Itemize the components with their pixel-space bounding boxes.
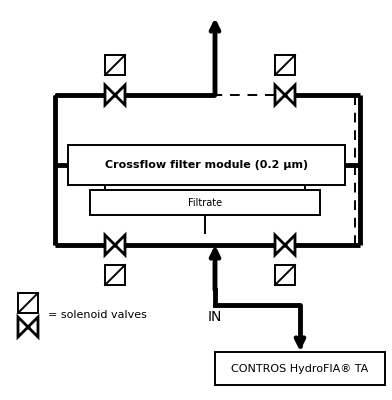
Polygon shape bbox=[275, 235, 285, 255]
Bar bbox=[18, 293, 38, 313]
Text: IN: IN bbox=[208, 310, 222, 324]
Bar bbox=[90, 190, 320, 215]
Bar bbox=[215, 352, 385, 385]
Polygon shape bbox=[28, 317, 38, 337]
Bar bbox=[105, 55, 125, 75]
Text: CONTROS HydroFIA® TA: CONTROS HydroFIA® TA bbox=[231, 364, 368, 374]
Text: Filtrate: Filtrate bbox=[188, 198, 222, 208]
Polygon shape bbox=[275, 85, 285, 105]
Polygon shape bbox=[285, 235, 295, 255]
Polygon shape bbox=[285, 85, 295, 105]
Polygon shape bbox=[18, 317, 28, 337]
Text: = solenoid valves: = solenoid valves bbox=[48, 310, 147, 320]
Polygon shape bbox=[105, 85, 115, 105]
Bar bbox=[275, 55, 295, 75]
Polygon shape bbox=[115, 235, 125, 255]
Polygon shape bbox=[105, 235, 115, 255]
Bar bbox=[275, 265, 295, 285]
Text: Crossflow filter module (0.2 μm): Crossflow filter module (0.2 μm) bbox=[105, 160, 308, 170]
Polygon shape bbox=[115, 85, 125, 105]
Bar bbox=[68, 145, 345, 185]
Bar bbox=[105, 265, 125, 285]
